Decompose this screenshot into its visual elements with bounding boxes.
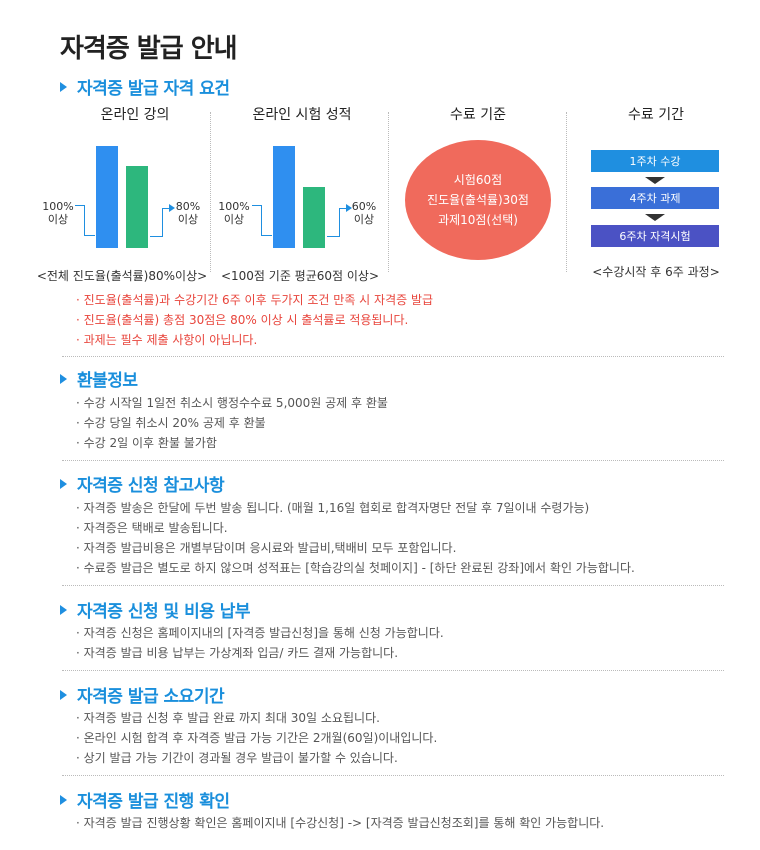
note-line: · 진도율(출석률) 총점 30점은 80% 이상 시 출석률로 적용됩니다. <box>76 313 409 327</box>
column-divider <box>566 112 567 272</box>
step-week4: 4주차 과제 <box>591 187 719 209</box>
bar-lecture-100 <box>96 146 118 248</box>
column-divider <box>210 112 211 272</box>
criteria-line: 과제10점(선택) <box>438 213 518 227</box>
right-value-label: 80% 이상 <box>175 200 201 226</box>
arrow-down-icon <box>645 177 665 184</box>
bar-exam-60 <box>303 187 325 248</box>
triangle-bullet-icon <box>60 478 67 489</box>
section-divider <box>62 356 724 357</box>
section-title: 자격증 신청 및 비용 납부 <box>77 602 251 622</box>
triangle-bullet-icon <box>60 794 67 805</box>
list-item: · 수강 당일 취소시 20% 공제 후 환불 <box>76 416 266 430</box>
arrow-connector <box>339 208 347 209</box>
section-title: 환불정보 <box>77 371 138 391</box>
step-week1: 1주차 수강 <box>591 150 719 172</box>
apply-payment-list: · 자격증 신청은 홈페이지내의 [자격증 발급신청]을 통해 신청 가능합니다… <box>76 623 444 663</box>
list-item: · 자격증 신청은 홈페이지내의 [자격증 발급신청]을 통해 신청 가능합니다… <box>76 626 444 640</box>
left-value-label: 100% 이상 <box>42 200 74 226</box>
section-header-apply-notes: 자격증 신청 참고사항 <box>60 471 225 496</box>
section-title: 자격증 발급 자격 요건 <box>77 79 230 99</box>
caption-completion-period: <수강시작 후 6주 과정> <box>592 265 720 279</box>
list-item: · 자격증 발송은 한달에 두번 발송 됩니다. (매월 1,16일 협회로 합… <box>76 501 590 515</box>
list-item: · 온라인 시험 합격 후 자격증 발급 가능 기간은 2개월(60일)이내입니… <box>76 731 438 745</box>
list-item: · 수강 2일 이후 환불 불가함 <box>76 436 217 450</box>
right-value-label: 60% 이상 <box>351 200 377 226</box>
section-title: 자격증 신청 참고사항 <box>77 476 225 496</box>
list-item: · 자격증 발급 진행상황 확인은 홈페이지내 [수강신청] -> [자격증 발… <box>76 816 605 830</box>
section-header-duration: 자격증 발급 소요기간 <box>60 682 225 707</box>
section-header-requirements: 자격증 발급 자격 요건 <box>60 74 230 99</box>
section-title: 자격증 발급 소요기간 <box>77 687 225 707</box>
column-label-completion-criteria: 수료 기준 <box>450 107 506 123</box>
page-title: 자격증 발급 안내 <box>60 34 238 64</box>
note-line: · 진도율(출석률)과 수강기간 6주 이후 두가지 조건 만족 시 자격증 발… <box>76 293 434 307</box>
arrow-connector <box>150 208 163 237</box>
requirement-notes: · 진도율(출석률)과 수강기간 6주 이후 두가지 조건 만족 시 자격증 발… <box>76 290 433 350</box>
list-item: · 상기 발급 가능 기간이 경과될 경우 발급이 불가할 수 있습니다. <box>76 751 398 765</box>
caption-online-lecture: <전체 진도율(출석률)80%이상> <box>36 269 208 283</box>
section-divider <box>62 775 724 776</box>
bar-exam-100 <box>273 146 295 248</box>
arrow-connector <box>252 205 262 214</box>
triangle-bullet-icon <box>60 81 67 92</box>
section-divider <box>62 460 724 461</box>
caption-online-exam: <100점 기준 평균60점 이상> <box>220 269 380 283</box>
column-label-completion-period: 수료 기간 <box>628 107 684 123</box>
step-week6: 6주차 자격시험 <box>591 225 719 247</box>
arrow-connector <box>261 213 272 236</box>
arrow-right-icon <box>346 204 352 212</box>
note-line: · 과제는 필수 제출 사항이 아닙니다. <box>76 333 258 347</box>
section-title: 자격증 발급 진행 확인 <box>77 792 230 812</box>
bar-lecture-80 <box>126 166 148 248</box>
arrow-right-icon <box>169 204 175 212</box>
triangle-bullet-icon <box>60 373 67 384</box>
arrow-connector <box>327 208 340 237</box>
list-item: · 수료증 발급은 별도로 하지 않으며 성적표는 [학습강의실 첫페이지] -… <box>76 561 635 575</box>
section-header-refund: 환불정보 <box>60 366 138 391</box>
list-item: · 자격증 발급비용은 개별부담이며 응시료와 발급비,택배비 모두 포함입니다… <box>76 541 457 555</box>
list-item: · 자격증 발급 비용 납부는 가상계좌 입금/ 카드 결재 가능합니다. <box>76 646 399 660</box>
section-divider <box>62 585 724 586</box>
section-header-apply-payment: 자격증 신청 및 비용 납부 <box>60 597 251 622</box>
arrow-connector <box>84 213 95 236</box>
column-label-online-lecture: 온라인 강의 <box>100 107 170 123</box>
left-value-label: 100% 이상 <box>218 200 250 226</box>
arrow-connector <box>162 208 170 209</box>
list-item: · 자격증 발급 신청 후 발급 완료 까지 최대 30일 소요됩니다. <box>76 711 380 725</box>
apply-notes-list: · 자격증 발송은 한달에 두번 발송 됩니다. (매월 1,16일 협회로 합… <box>76 498 635 578</box>
list-item: · 수강 시작일 1일전 취소시 행정수수료 5,000원 공제 후 환불 <box>76 396 388 410</box>
list-item: · 자격증은 택배로 발송됩니다. <box>76 521 228 535</box>
column-label-online-exam: 온라인 시험 성적 <box>252 107 352 123</box>
arrow-down-icon <box>645 214 665 221</box>
refund-list: · 수강 시작일 1일전 취소시 행정수수료 5,000원 공제 후 환불 · … <box>76 393 388 453</box>
triangle-bullet-icon <box>60 604 67 615</box>
triangle-bullet-icon <box>60 689 67 700</box>
section-header-progress: 자격증 발급 진행 확인 <box>60 787 230 812</box>
duration-list: · 자격증 발급 신청 후 발급 완료 까지 최대 30일 소요됩니다. · 온… <box>76 708 437 768</box>
section-divider <box>62 670 724 671</box>
criteria-line: 진도율(출석률)30점 <box>427 193 529 207</box>
progress-list: · 자격증 발급 진행상황 확인은 홈페이지내 [수강신청] -> [자격증 발… <box>76 813 604 833</box>
completion-criteria-circle: 시험60점 진도율(출석률)30점 과제10점(선택) <box>405 140 551 260</box>
column-divider <box>388 112 389 272</box>
criteria-line: 시험60점 <box>453 173 503 187</box>
arrow-connector <box>75 205 85 214</box>
